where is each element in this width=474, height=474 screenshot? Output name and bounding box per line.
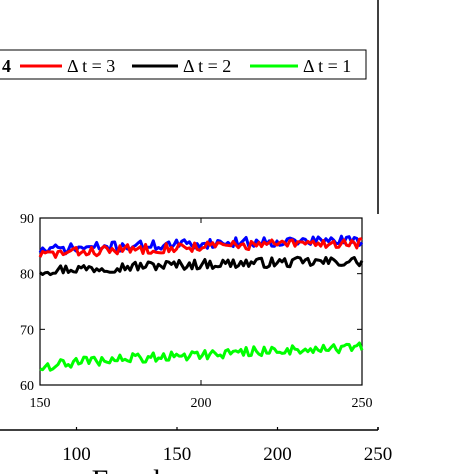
inset-series-line [39, 341, 364, 372]
inset-y-tick-label: 90 [20, 212, 34, 227]
legend-label: 4 [2, 56, 11, 76]
legend-label: Δ t = 3 [67, 56, 115, 76]
main-x-tick-label: 100 [62, 444, 91, 465]
inset-y-tick-label: 60 [20, 379, 34, 394]
inset-y-tick-label: 70 [20, 323, 34, 338]
inset-x-tick-label: 250 [352, 396, 373, 411]
main-chart: 100 150 200 250 [0, 0, 392, 465]
main-x-tick-label: 150 [163, 444, 192, 465]
inset-chart: 60 70 80 90 150 200 250 [2, 212, 382, 427]
inset-x-tick-label: 150 [30, 396, 51, 411]
x-axis-label: Epoch [92, 464, 169, 474]
main-x-tick-label: 200 [263, 444, 292, 465]
legend: 4 Δ t = 3 Δ t = 2 Δ t = 1 [0, 49, 367, 80]
inset-y-tick-label: 80 [20, 268, 34, 283]
inset-series-line [39, 255, 364, 277]
inset-series-line [38, 237, 363, 259]
main-x-tick-label: 250 [364, 444, 393, 465]
inset-x-tick-label: 200 [191, 396, 212, 411]
legend-label: Δ t = 2 [183, 56, 231, 76]
legend-label: Δ t = 1 [303, 56, 351, 76]
